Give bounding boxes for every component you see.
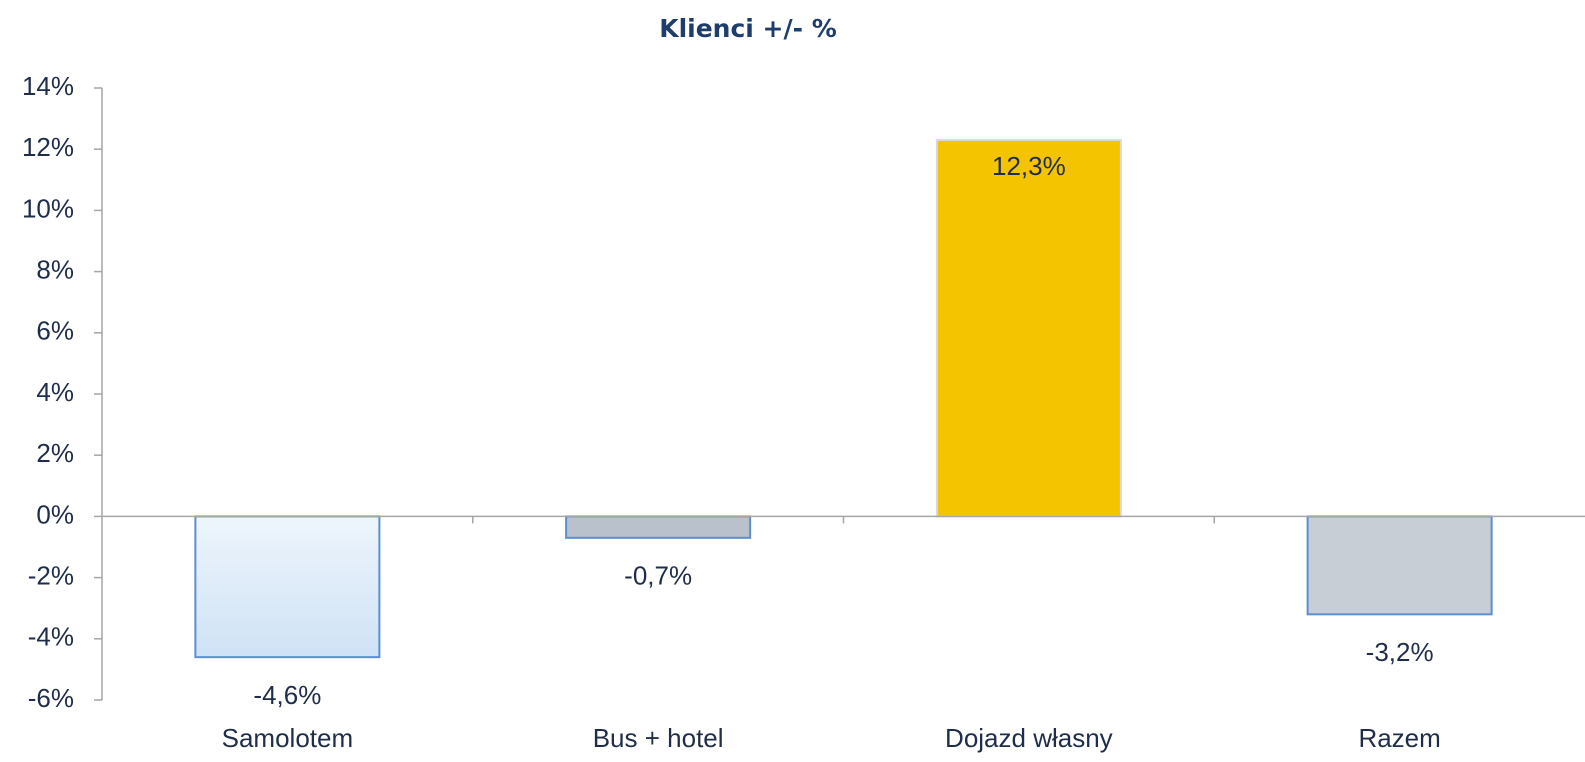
y-tick-label: 8% [36,254,74,284]
y-tick-label: 12% [22,132,74,162]
y-tick-label: 4% [36,377,74,407]
x-tick-label: Dojazd własny [945,723,1113,753]
y-tick-label: 0% [36,499,74,529]
y-tick-label: 2% [36,438,74,468]
y-tick-label: 14% [22,71,74,101]
x-tick-label: Razem [1358,723,1440,753]
bar [565,515,752,539]
data-label: -4,6% [253,680,321,710]
y-tick-label: 10% [22,193,74,223]
y-tick-label: 6% [36,316,74,346]
data-label: 12,3% [992,151,1066,181]
y-tick-label: -2% [28,560,74,590]
data-label: -3,2% [1366,637,1434,667]
data-label: -0,7% [624,561,692,591]
bar [1306,515,1493,616]
x-tick-label: Samolotem [222,723,354,753]
bar [194,515,381,659]
y-tick-label: -4% [28,622,74,652]
chart-title: Klienci +/- % [659,14,837,43]
bar [935,139,1122,518]
y-tick-label: -6% [28,683,74,713]
x-tick-label: Bus + hotel [593,723,724,753]
